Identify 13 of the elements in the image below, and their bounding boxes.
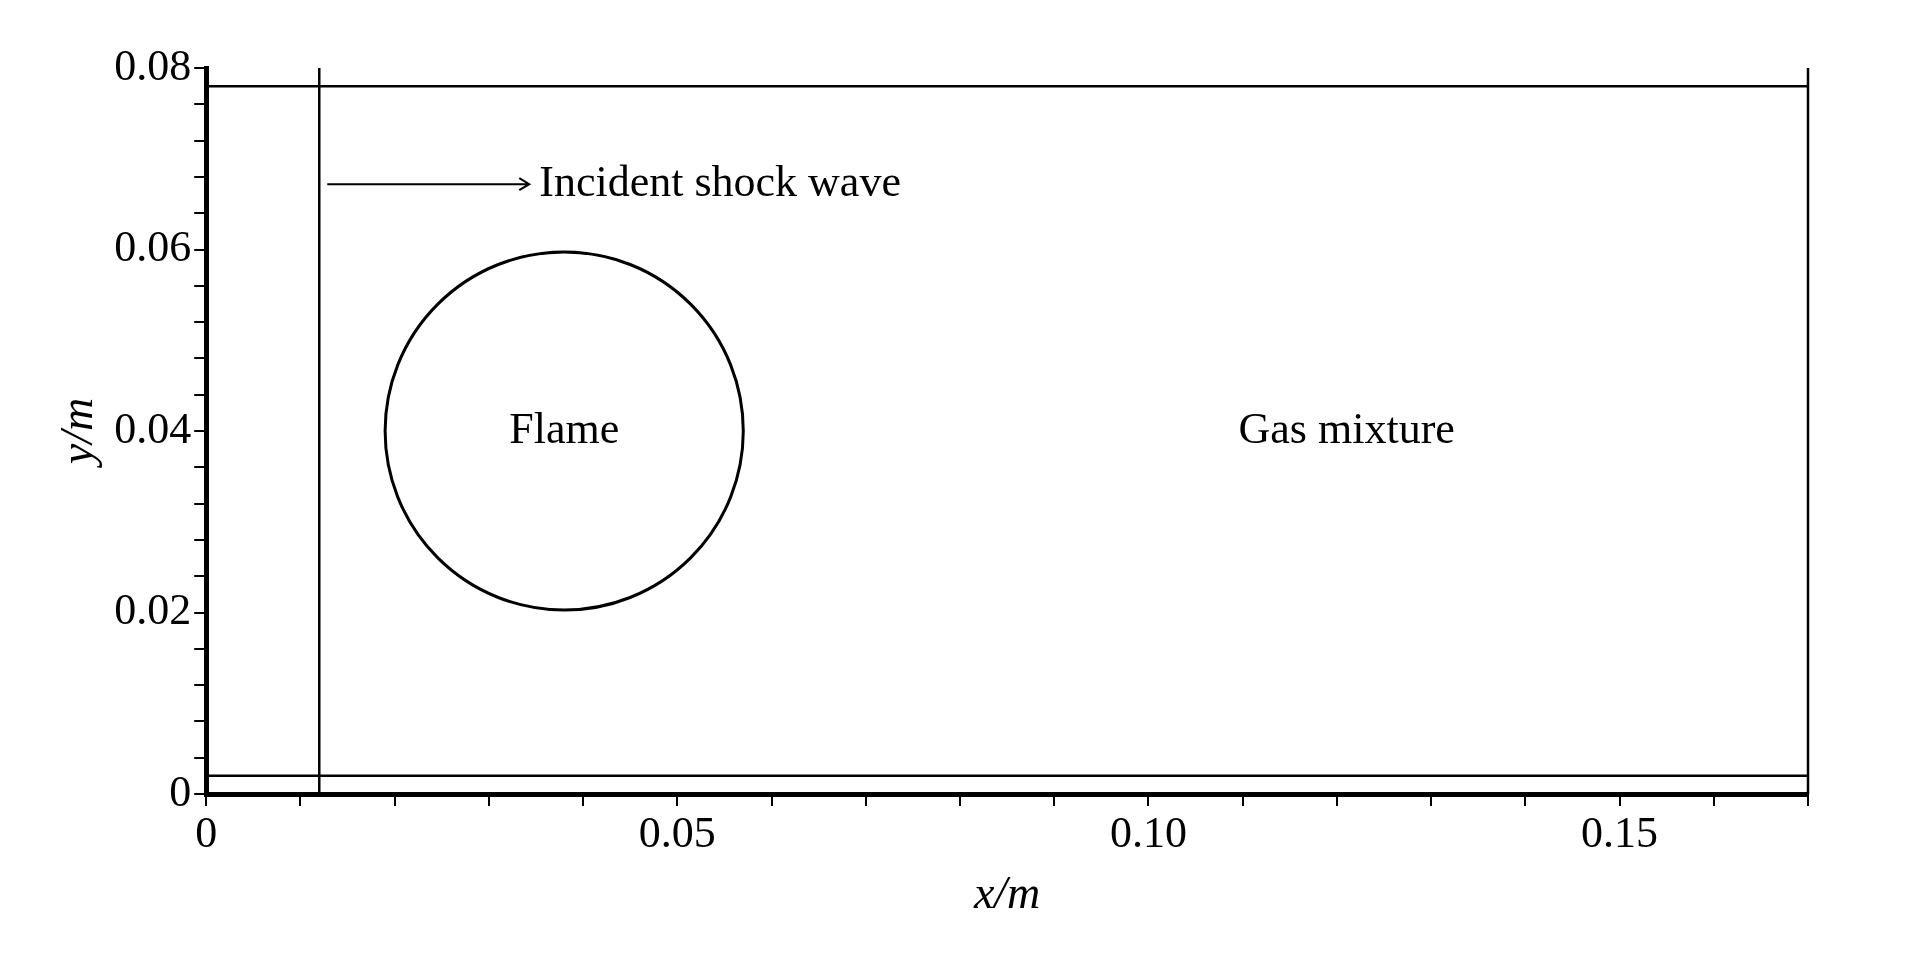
y-tick-label: 0.04 bbox=[114, 403, 192, 453]
x-tick-label: 0.10 bbox=[1109, 807, 1187, 857]
x-tick-label: 0.15 bbox=[1581, 807, 1659, 857]
annotation: Flame bbox=[509, 403, 620, 453]
annotation: Gas mixture bbox=[1238, 403, 1455, 453]
y-tick-label: 0 bbox=[169, 766, 192, 816]
y-tick-label: 0.02 bbox=[114, 585, 192, 635]
ref-line-label: Incident shock wave bbox=[539, 156, 901, 206]
y-tick-label: 0.08 bbox=[114, 40, 192, 90]
x-tick-label: 0.05 bbox=[638, 807, 716, 857]
y-tick-label: 0.06 bbox=[114, 222, 192, 272]
y-axis-title: y/m bbox=[50, 397, 102, 469]
x-axis-title: x/m bbox=[972, 867, 1041, 919]
